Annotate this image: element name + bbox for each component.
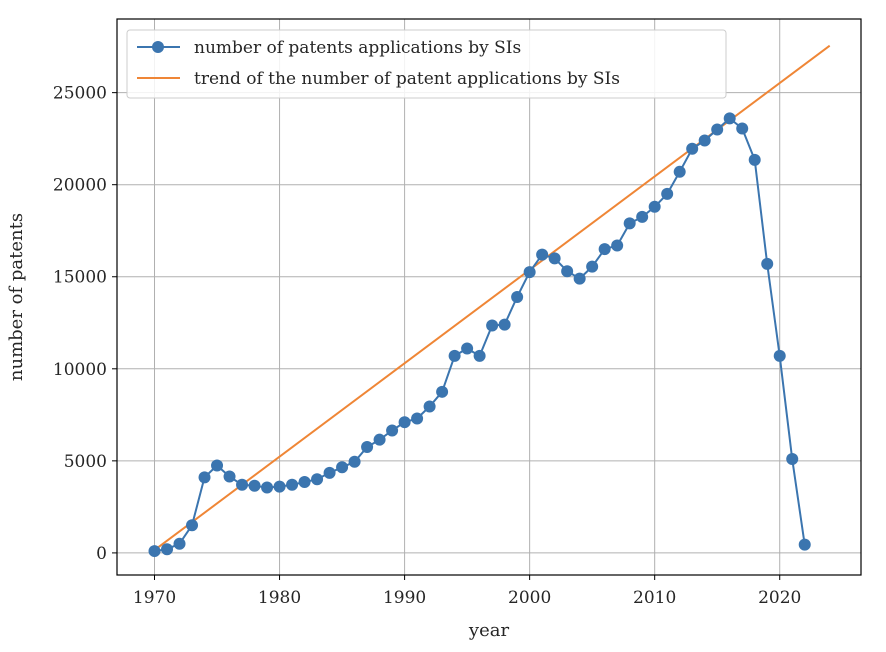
data-point — [411, 412, 424, 425]
y-axis: 0 5000 10000 15000 20000 25000 — [53, 84, 117, 564]
grid — [117, 19, 861, 575]
data-point — [498, 318, 511, 331]
data-point — [798, 538, 811, 551]
data-point — [598, 243, 611, 256]
data-point — [373, 433, 386, 446]
data-point — [473, 349, 486, 362]
data-point — [648, 200, 661, 213]
x-tick-label: 1990 — [383, 588, 426, 608]
x-axis: 1970 1980 1990 2000 2010 2020 — [133, 575, 801, 608]
data-point — [723, 112, 736, 125]
data-point — [673, 165, 686, 178]
data-point — [773, 349, 786, 362]
data-point — [661, 187, 674, 200]
x-tick-label: 2000 — [508, 588, 551, 608]
data-point — [636, 210, 649, 223]
data-point — [711, 123, 724, 136]
data-point — [323, 466, 336, 479]
x-tick-label: 1980 — [258, 588, 301, 608]
data-point — [198, 471, 211, 484]
data-point — [186, 519, 199, 532]
data-point — [586, 260, 599, 273]
x-axis-label: year — [468, 620, 510, 641]
data-point — [361, 441, 374, 454]
data-point — [523, 266, 536, 279]
data-point — [511, 291, 524, 303]
y-tick-label: 15000 — [53, 268, 107, 288]
legend-entry-trend: trend of the number of patent applicatio… — [194, 69, 620, 89]
data-point — [686, 142, 699, 155]
y-tick-label: 0 — [96, 544, 107, 564]
data-point — [161, 543, 174, 556]
data-point — [298, 476, 311, 489]
data-point — [261, 481, 274, 494]
series-layer — [148, 44, 831, 558]
legend: number of patents applications by SIs tr… — [126, 29, 727, 99]
data-point — [311, 473, 324, 486]
y-tick-label: 25000 — [53, 84, 107, 104]
plot-frame — [116, 18, 862, 576]
x-tick-label: 2010 — [633, 588, 676, 608]
data-point — [461, 342, 474, 355]
data-point — [761, 257, 774, 270]
data-point — [148, 545, 161, 558]
data-point — [336, 461, 349, 474]
data-point — [423, 400, 436, 413]
data-point — [548, 252, 561, 265]
data-point — [561, 265, 574, 278]
data-point — [223, 470, 236, 483]
data-point — [211, 459, 224, 472]
data-point — [623, 217, 636, 230]
data-point — [348, 455, 361, 468]
data-point — [536, 248, 549, 261]
data-point — [573, 272, 586, 285]
data-point — [286, 478, 299, 491]
data-point — [748, 153, 761, 166]
data-point — [173, 537, 186, 550]
data-point — [248, 479, 261, 492]
legend-entry-patents: number of patents applications by SIs — [194, 38, 521, 58]
data-point — [736, 122, 749, 135]
data-point — [611, 239, 624, 252]
legend-marker-patents — [152, 41, 164, 53]
data-point — [398, 416, 411, 429]
data-point — [448, 349, 461, 362]
x-tick-label: 1970 — [133, 588, 176, 608]
y-tick-label: 20000 — [53, 176, 107, 196]
data-point — [786, 453, 799, 466]
data-point — [236, 478, 249, 491]
data-point — [386, 424, 399, 437]
data-point — [273, 480, 286, 493]
data-point — [436, 385, 449, 398]
data-point — [486, 319, 499, 332]
legend-box — [126, 29, 727, 99]
data-point — [698, 134, 711, 147]
y-axis-label: number of patents — [6, 213, 27, 381]
y-tick-label: 5000 — [64, 452, 107, 472]
y-tick-label: 10000 — [53, 360, 107, 380]
x-tick-label: 2020 — [758, 588, 801, 608]
